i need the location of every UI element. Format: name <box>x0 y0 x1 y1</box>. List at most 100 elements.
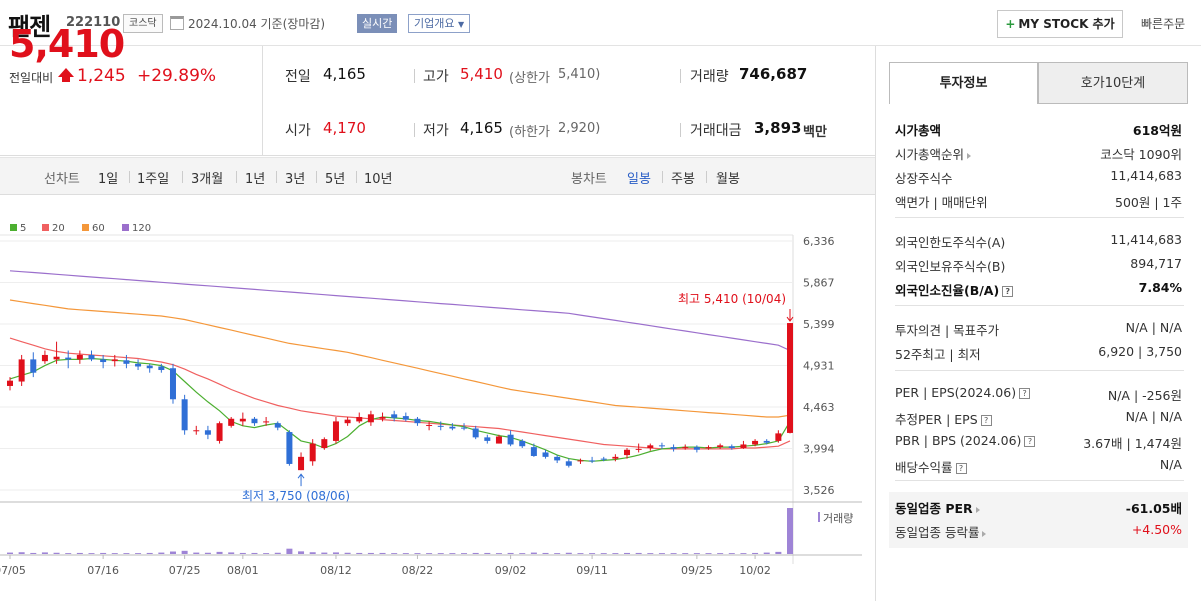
amount-label: 거래대금 <box>690 123 742 139</box>
candle-body <box>298 456 305 471</box>
divider <box>895 480 1184 481</box>
info-row: 외국인보유주식수(B) 894,717 <box>895 253 1182 277</box>
volume-bar <box>763 552 770 554</box>
divider <box>236 171 237 183</box>
candle-body <box>752 440 759 445</box>
min-arrow-head <box>297 473 305 479</box>
amount-unit: 백만 <box>803 125 827 140</box>
volume-bar <box>321 552 328 554</box>
help-icon[interactable]: ? <box>1019 388 1031 399</box>
legend-label-120: 120 <box>132 223 151 234</box>
candle-chart-label: 봉차트 <box>571 172 607 187</box>
period-1w[interactable]: 1주일 <box>137 172 170 187</box>
candle-body <box>647 445 654 448</box>
candle-body <box>728 446 735 448</box>
help-icon[interactable]: ? <box>1024 436 1036 447</box>
info-row[interactable]: 동일업종 등락률 +4.50% <box>895 519 1182 543</box>
candle-body <box>787 323 793 433</box>
lower-limit-value: 2,920) <box>558 121 601 136</box>
info-value: N/A | N/A <box>1125 320 1182 335</box>
period-1d[interactable]: 1일 <box>98 172 119 187</box>
chevron-right-icon[interactable] <box>982 530 987 537</box>
tab-investment-info[interactable]: 투자정보 <box>889 62 1038 104</box>
volume-bar <box>286 548 293 554</box>
info-row: 외국인한도주식수(A) 11,414,683 <box>895 229 1182 253</box>
volume-bar <box>717 553 724 554</box>
chevron-right-icon[interactable] <box>975 506 980 513</box>
y-tick-label: 4,463 <box>803 401 835 414</box>
candle-body <box>461 427 468 429</box>
volume-bar <box>682 553 689 554</box>
open-label: 시가 <box>285 123 311 139</box>
volume-bar <box>123 553 130 554</box>
candle-body <box>111 359 118 362</box>
help-icon[interactable]: ? <box>980 415 992 426</box>
price-chart: 5 20 60 120 6,336 5,867 5,399 4,931 4,463 3,994 3… <box>0 223 862 577</box>
volume-bar <box>88 553 95 554</box>
reference-date: 2024.10.04 기준(장마감) <box>188 17 326 31</box>
period-10y[interactable]: 10년 <box>364 172 393 187</box>
company-info-dropdown[interactable]: 기업개요 ▼ <box>408 14 471 33</box>
min-price-label: 최저 3,750 (08/06) <box>242 489 350 503</box>
volume-bar <box>181 550 188 554</box>
info-value: +4.50% <box>1131 522 1182 537</box>
help-icon[interactable]: ? <box>1002 286 1014 297</box>
candle-weekly[interactable]: 주봉 <box>671 172 695 187</box>
volume-bar <box>100 552 107 554</box>
period-1y[interactable]: 1년 <box>245 172 266 187</box>
info-key-text: PER | EPS(2024.06) <box>895 385 1017 400</box>
current-price: 5,410 <box>9 22 125 66</box>
period-5y[interactable]: 5년 <box>325 172 346 187</box>
volume-bar <box>542 552 549 554</box>
prev-close-value: 4,165 <box>323 65 366 83</box>
period-3y[interactable]: 3년 <box>285 172 306 187</box>
info-row: 투자의견 | 목표주가 N/A | N/A <box>895 317 1182 341</box>
period-3m[interactable]: 3개월 <box>191 172 224 187</box>
info-key: PER | EPS(2024.06)? <box>895 385 1031 400</box>
x-axis-labels: 07/05 07/16 07/25 08/01 08/12 08/22 09/02 09/11… <box>0 555 771 577</box>
candle-daily[interactable]: 일봉 <box>627 172 651 187</box>
realtime-button[interactable]: 실시간 <box>357 14 398 33</box>
upper-limit-label: (상한가 <box>509 71 550 86</box>
volume-bar <box>658 553 665 554</box>
divider <box>895 305 1184 306</box>
volume-bar <box>472 552 479 554</box>
divider <box>706 171 707 183</box>
chevron-right-icon[interactable] <box>967 152 972 159</box>
candle-monthly[interactable]: 월봉 <box>716 172 740 187</box>
candle-body <box>600 458 607 460</box>
y-tick-label: 3,994 <box>803 443 835 456</box>
volume-bar <box>519 553 526 554</box>
volume-bar <box>577 553 584 554</box>
mystock-label: MY STOCK 추가 <box>1018 17 1115 31</box>
volume-bar <box>298 551 305 554</box>
quick-order-link[interactable]: 빠른주문 <box>1141 17 1186 31</box>
tab-order-book[interactable]: 호가10단계 <box>1038 62 1188 104</box>
info-row[interactable]: 시가총액순위 코스닥 1090위 <box>895 141 1182 165</box>
mystock-add-button[interactable]: + MY STOCK 추가 <box>997 10 1123 38</box>
legend-swatch-120 <box>122 224 129 231</box>
divider <box>680 69 681 83</box>
divider <box>356 171 357 183</box>
candle-body <box>414 418 421 424</box>
ma20-line <box>9 337 791 450</box>
volume-bar <box>18 552 25 554</box>
info-row: 시가총액 618억원 <box>895 117 1182 141</box>
info-value: N/A <box>1159 457 1182 472</box>
x-tick-label: 07/25 <box>169 564 201 577</box>
volume-bar <box>391 553 398 554</box>
candle-body <box>658 445 665 447</box>
volume-bar <box>332 552 339 554</box>
help-icon[interactable]: ? <box>955 463 967 474</box>
info-key: 액면가 | 매매단위 <box>895 192 988 211</box>
volume-bar <box>461 553 468 554</box>
info-value: 6,920 | 3,750 <box>1098 344 1182 359</box>
candle-body <box>565 461 572 466</box>
info-row[interactable]: 동일업종 PER -61.05배 <box>895 495 1182 519</box>
divider <box>276 171 277 183</box>
volume-bar <box>251 552 258 554</box>
upper-limit-value: 5,410) <box>558 67 601 82</box>
candle-body <box>426 424 433 426</box>
candle-body <box>7 380 13 386</box>
volume-bar <box>379 552 386 554</box>
